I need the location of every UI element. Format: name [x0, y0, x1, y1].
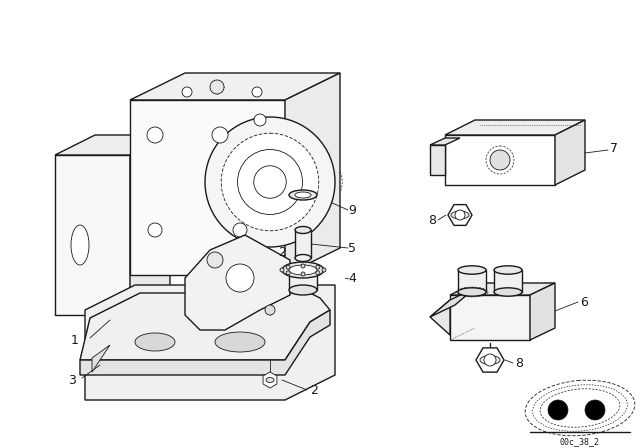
Text: 8: 8: [428, 214, 436, 227]
Polygon shape: [285, 73, 340, 275]
Ellipse shape: [71, 225, 89, 265]
Text: 1: 1: [71, 333, 79, 346]
Ellipse shape: [480, 356, 500, 365]
Polygon shape: [530, 283, 555, 340]
Circle shape: [548, 400, 568, 420]
Text: 7: 7: [610, 142, 618, 155]
Circle shape: [322, 268, 326, 272]
Polygon shape: [450, 283, 555, 295]
Polygon shape: [430, 145, 445, 175]
Ellipse shape: [525, 380, 635, 436]
Polygon shape: [448, 205, 472, 225]
Polygon shape: [92, 345, 110, 372]
Text: 3: 3: [68, 374, 76, 387]
Circle shape: [316, 271, 320, 275]
Circle shape: [210, 80, 224, 94]
Polygon shape: [430, 300, 450, 335]
Polygon shape: [476, 348, 504, 372]
Ellipse shape: [451, 211, 469, 219]
Circle shape: [221, 133, 319, 231]
Polygon shape: [430, 288, 475, 317]
Polygon shape: [494, 270, 522, 292]
Circle shape: [316, 265, 320, 269]
Circle shape: [148, 223, 162, 237]
Ellipse shape: [289, 265, 317, 275]
Circle shape: [253, 166, 286, 198]
Circle shape: [205, 117, 335, 247]
Polygon shape: [80, 310, 330, 375]
Polygon shape: [85, 285, 335, 400]
Polygon shape: [445, 135, 555, 185]
Circle shape: [182, 87, 192, 97]
Circle shape: [226, 264, 254, 292]
Circle shape: [484, 354, 496, 366]
Circle shape: [254, 114, 266, 126]
Circle shape: [286, 265, 290, 269]
Ellipse shape: [458, 288, 486, 296]
Polygon shape: [130, 135, 170, 315]
Circle shape: [252, 87, 262, 97]
Polygon shape: [445, 120, 585, 135]
Circle shape: [280, 268, 284, 272]
Circle shape: [301, 272, 305, 276]
Polygon shape: [289, 270, 317, 290]
Circle shape: [286, 271, 290, 275]
Polygon shape: [185, 235, 290, 330]
Circle shape: [237, 150, 303, 215]
Circle shape: [490, 150, 510, 170]
Text: 5: 5: [348, 241, 356, 254]
Ellipse shape: [494, 288, 522, 296]
Polygon shape: [55, 155, 130, 315]
Circle shape: [585, 400, 605, 420]
Polygon shape: [430, 138, 460, 145]
Circle shape: [301, 264, 305, 268]
Circle shape: [265, 305, 275, 315]
Ellipse shape: [295, 192, 311, 198]
Circle shape: [455, 210, 465, 220]
Ellipse shape: [289, 190, 317, 200]
Text: 8: 8: [515, 357, 523, 370]
Polygon shape: [55, 295, 170, 315]
Text: 2: 2: [310, 383, 318, 396]
Polygon shape: [80, 293, 330, 360]
Polygon shape: [295, 230, 311, 258]
Ellipse shape: [295, 227, 311, 233]
Ellipse shape: [289, 285, 317, 295]
Circle shape: [207, 252, 223, 268]
Circle shape: [233, 223, 247, 237]
Polygon shape: [55, 135, 170, 155]
Ellipse shape: [266, 378, 274, 383]
Ellipse shape: [458, 266, 486, 274]
Ellipse shape: [540, 389, 620, 427]
Text: 6: 6: [580, 296, 588, 309]
Ellipse shape: [282, 262, 324, 278]
Circle shape: [147, 127, 163, 143]
Ellipse shape: [215, 332, 265, 352]
Polygon shape: [458, 270, 486, 292]
Polygon shape: [263, 372, 277, 388]
Ellipse shape: [494, 266, 522, 274]
Text: 4: 4: [348, 271, 356, 284]
Polygon shape: [450, 295, 530, 340]
Circle shape: [212, 127, 228, 143]
Polygon shape: [555, 120, 585, 185]
Ellipse shape: [135, 333, 175, 351]
Text: 00c_38_2: 00c_38_2: [560, 438, 600, 447]
Text: 9: 9: [348, 203, 356, 216]
Ellipse shape: [295, 254, 311, 262]
Polygon shape: [130, 73, 340, 100]
Polygon shape: [130, 100, 285, 275]
Text: 2: 2: [278, 246, 286, 258]
